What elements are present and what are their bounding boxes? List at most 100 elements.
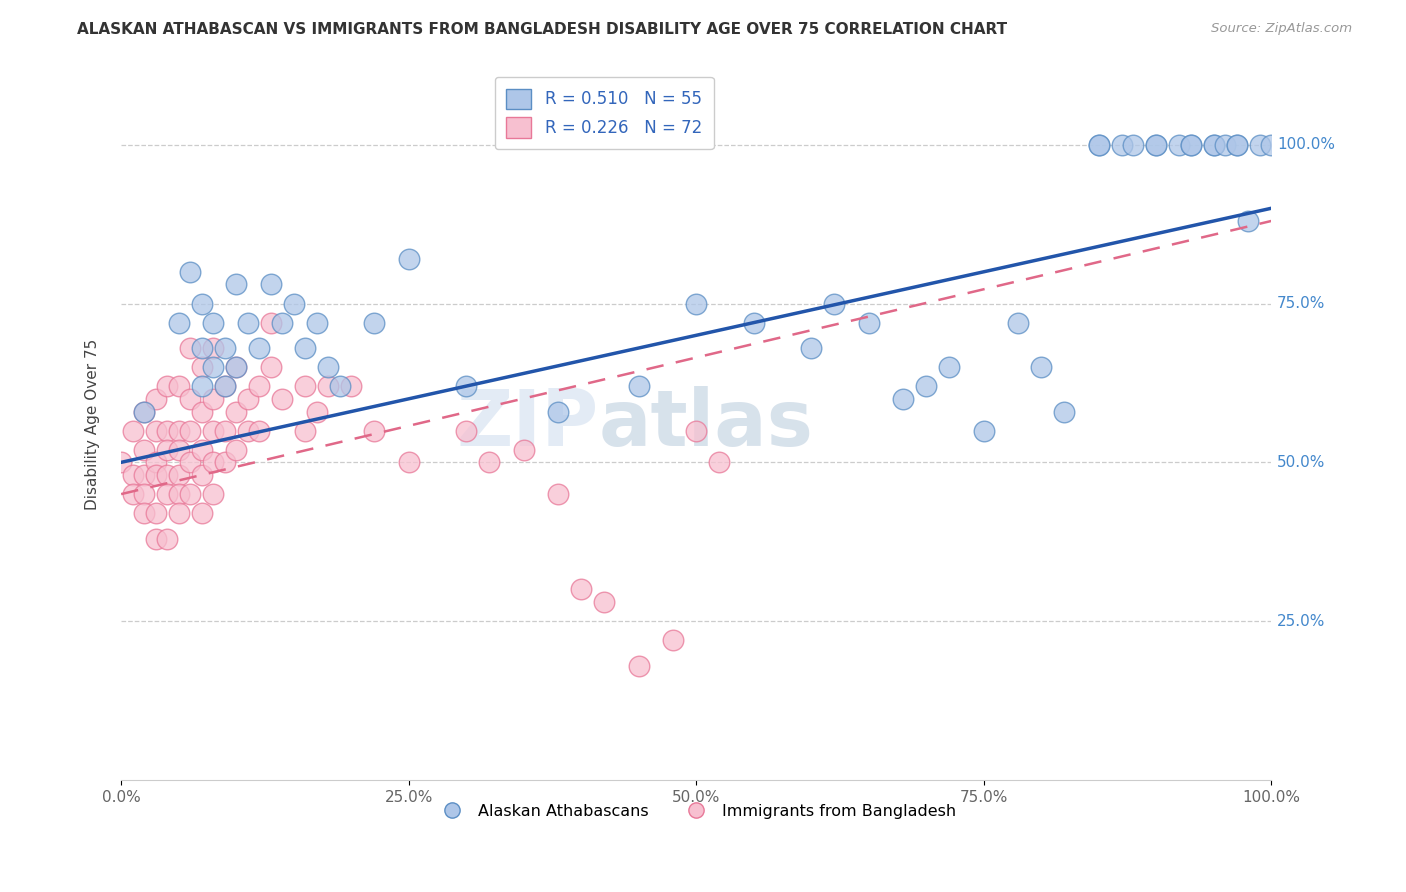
Point: [456, 379, 478, 393]
Point: [329, 379, 352, 393]
Point: [156, 468, 179, 483]
Point: [1053, 404, 1076, 418]
Point: [569, 582, 592, 597]
Point: [121, 468, 143, 483]
Point: [891, 392, 914, 406]
Point: [225, 404, 247, 418]
Point: [134, 404, 156, 418]
Point: [214, 341, 236, 355]
Point: [202, 360, 225, 375]
Point: [156, 442, 179, 457]
Point: [593, 595, 616, 609]
Point: [179, 487, 201, 501]
Point: [1260, 137, 1282, 152]
Point: [1249, 137, 1271, 152]
Point: [1180, 137, 1202, 152]
Point: [742, 316, 765, 330]
Point: [1202, 137, 1225, 152]
Point: [823, 296, 845, 310]
Point: [1202, 137, 1225, 152]
Point: [202, 455, 225, 469]
Point: [1237, 214, 1260, 228]
Point: [134, 487, 156, 501]
Point: [363, 424, 385, 438]
Point: [709, 455, 731, 469]
Point: [236, 424, 259, 438]
Point: [547, 487, 569, 501]
Point: [179, 392, 201, 406]
Point: [134, 442, 156, 457]
Point: [190, 442, 212, 457]
Point: [547, 404, 569, 418]
Point: [1180, 137, 1202, 152]
Point: [316, 379, 339, 393]
Point: [214, 455, 236, 469]
Point: [145, 506, 167, 520]
Text: 50.0%: 50.0%: [1277, 455, 1326, 470]
Point: [316, 360, 339, 375]
Point: [167, 316, 190, 330]
Text: ALASKAN ATHABASCAN VS IMMIGRANTS FROM BANGLADESH DISABILITY AGE OVER 75 CORRELAT: ALASKAN ATHABASCAN VS IMMIGRANTS FROM BA…: [77, 22, 1008, 37]
Point: [167, 424, 190, 438]
Point: [190, 506, 212, 520]
Point: [225, 277, 247, 292]
Point: [512, 442, 534, 457]
Point: [478, 455, 501, 469]
Point: [1144, 137, 1167, 152]
Point: [294, 379, 316, 393]
Point: [398, 455, 420, 469]
Point: [247, 424, 270, 438]
Point: [225, 442, 247, 457]
Point: [627, 658, 650, 673]
Point: [190, 404, 212, 418]
Point: [190, 296, 212, 310]
Point: [179, 424, 201, 438]
Point: [225, 360, 247, 375]
Point: [1111, 137, 1133, 152]
Point: [202, 424, 225, 438]
Point: [1087, 137, 1109, 152]
Point: [190, 468, 212, 483]
Point: [973, 424, 995, 438]
Point: [1087, 137, 1109, 152]
Point: [1144, 137, 1167, 152]
Point: [236, 392, 259, 406]
Point: [305, 404, 328, 418]
Text: Source: ZipAtlas.com: Source: ZipAtlas.com: [1212, 22, 1353, 36]
Point: [685, 424, 707, 438]
Point: [167, 379, 190, 393]
Point: [858, 316, 880, 330]
Point: [121, 424, 143, 438]
Point: [685, 296, 707, 310]
Point: [156, 379, 179, 393]
Point: [260, 316, 283, 330]
Point: [145, 392, 167, 406]
Point: [110, 455, 132, 469]
Point: [627, 379, 650, 393]
Point: [202, 487, 225, 501]
Y-axis label: Disability Age Over 75: Disability Age Over 75: [86, 339, 100, 510]
Point: [179, 455, 201, 469]
Point: [1031, 360, 1053, 375]
Text: 75.0%: 75.0%: [1277, 296, 1326, 311]
Point: [1168, 137, 1191, 152]
Point: [340, 379, 363, 393]
Point: [456, 424, 478, 438]
Point: [190, 360, 212, 375]
Point: [1226, 137, 1249, 152]
Point: [156, 532, 179, 546]
Point: [156, 487, 179, 501]
Point: [236, 316, 259, 330]
Point: [167, 442, 190, 457]
Point: [294, 424, 316, 438]
Point: [145, 455, 167, 469]
Point: [202, 316, 225, 330]
Point: [260, 360, 283, 375]
Point: [915, 379, 938, 393]
Point: [1007, 316, 1029, 330]
Point: [398, 252, 420, 266]
Point: [202, 341, 225, 355]
Point: [305, 316, 328, 330]
Text: 25.0%: 25.0%: [1277, 614, 1326, 629]
Text: 100.0%: 100.0%: [1277, 137, 1336, 153]
